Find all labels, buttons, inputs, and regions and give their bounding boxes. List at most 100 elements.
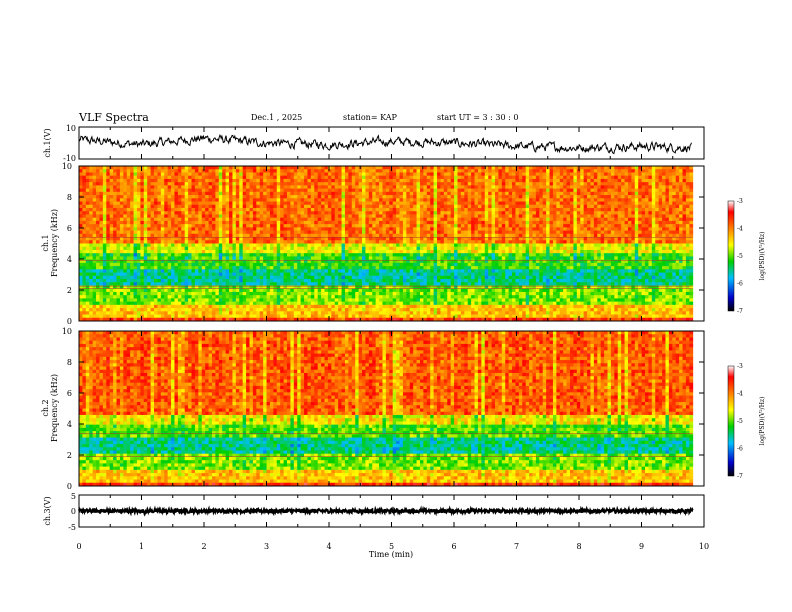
spectrogram-cell [113,204,117,209]
spectrogram-cell [215,243,220,248]
spectrogram-cell [307,182,312,186]
spectrogram-cell [300,185,305,190]
spectrogram-cell [283,191,288,196]
spectrogram-cell [450,191,455,196]
spectrogram-cell [641,214,646,219]
spectrogram-cell [321,227,325,231]
spectrogram-cell [327,185,332,190]
spectrogram-cell [532,211,537,215]
spectrogram-cell [491,188,496,193]
spectrogram-cell [263,249,267,254]
spectrogram-cell [246,224,250,228]
spectrogram-cell [549,198,554,202]
spectrogram-cell [188,240,192,244]
spectrogram-cell [229,172,233,177]
spectrogram-cell [627,227,632,231]
spectrogram-cell [167,211,172,215]
spectrogram-cell [304,214,308,219]
spectrogram-cell [119,207,124,212]
spectrogram-cell [675,211,680,215]
spectrogram-cell [447,195,452,199]
spectrogram-cell [546,207,550,212]
spectrogram-cell [130,233,134,238]
spectrogram-cell [665,188,670,193]
spectrogram-cell [362,175,366,180]
spectrogram-cell [532,188,537,193]
spectrogram-cell [99,185,104,190]
spectrogram-cell [389,230,394,235]
spectrogram-cell [409,249,414,254]
spectrogram-cell [232,224,237,228]
spectrogram-cell [419,175,424,180]
spectrogram-cell [634,249,639,254]
spectrogram-cell [286,172,291,177]
spectrogram-cell [358,195,363,199]
spectrogram-cell [396,166,400,170]
spectrogram-cell [621,246,625,251]
spectrogram-cell [529,182,533,186]
spectrogram-cell [406,237,411,241]
spectrogram-cell [293,175,298,180]
spectrogram-cell [348,217,353,222]
spectrogram-cell [126,249,131,254]
spectrogram-cell [150,227,155,231]
spectrogram-cell [525,172,530,177]
spectrogram-cell [283,249,288,254]
spectrogram-cell [580,220,585,225]
spectrogram-cell [211,230,216,235]
spectrogram-cell [638,178,642,183]
spectrogram-cell [396,220,400,225]
spectrogram-cell [413,243,417,248]
spectrogram-cell [539,175,544,180]
spectrogram-cell [256,172,261,177]
spectrogram-cell [273,220,278,225]
spectrogram-cell [638,185,642,190]
spectrogram-cell [460,195,465,199]
spectrogram-cell [501,201,506,206]
spectrogram-cell [171,220,175,225]
spectrogram-cell [385,217,390,222]
spectrogram-cell [522,214,527,219]
spectrogram-cell [668,175,673,180]
spectrogram-cell [218,175,223,180]
spectrogram-cell [351,237,356,241]
spectrogram-cell [225,178,230,183]
spectrogram-cell [249,237,254,241]
spectrogram-cell [662,166,666,170]
spectrogram-cell [546,237,550,241]
spectrogram-cell [685,230,690,235]
spectrogram-cell [164,246,169,251]
spectrogram-cell [552,214,557,219]
spectrogram-cell [85,207,90,212]
spectrogram-cell [327,175,332,180]
spectrogram-cell [218,246,223,251]
spectrogram-cell [570,191,574,196]
spectrogram-cell [365,166,370,170]
spectrogram-cell [484,249,489,254]
spectrogram-cell [385,169,390,173]
spectrogram-cell [590,207,595,212]
spectrogram-cell [290,207,295,212]
spectrogram-cell [106,211,111,215]
spectrogram-cell [546,240,550,244]
spectrogram-cell [624,188,629,193]
spectrogram-cell [205,175,209,180]
spectrogram-cell [399,211,404,215]
spectrogram-cell [154,224,158,228]
spectrogram-cell [96,201,100,206]
spectrogram-cell [532,169,537,173]
spectrogram-cell [215,237,220,241]
spectrogram-cell [477,220,482,225]
spectrogram-cell [423,211,428,215]
spectrogram-cell [177,185,182,190]
spectrogram-cell [464,224,469,228]
spectrogram-cell [269,172,274,177]
spectrogram-cell [130,172,134,177]
spectrogram-cell [604,169,608,173]
spectrogram-cell [314,175,319,180]
spectrogram-cell [570,233,574,238]
spectrogram-cell [665,243,670,248]
spectrogram-cell [573,224,578,228]
spectrogram-cell [372,249,377,254]
spectrogram-cell [314,204,319,209]
